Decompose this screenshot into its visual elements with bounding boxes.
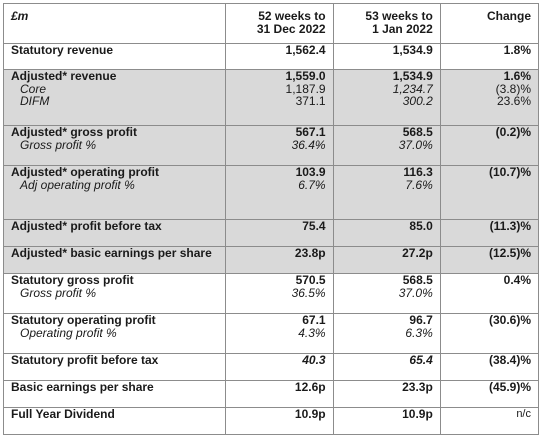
- table-row: Statutory operating profit Operating pro…: [2, 313, 540, 354]
- table-row: Adjusted* profit before tax 75.4 85.0 (1…: [2, 219, 540, 247]
- table-row: Adjusted* operating profit Adj operating…: [2, 165, 540, 220]
- table-row: Statutory revenue 1,562.4 1,534.9 1.8%: [2, 43, 540, 70]
- table-row: Basic earnings per share 12.6p 23.3p (45…: [2, 380, 540, 408]
- prior-period-header: 53 weeks to 1 Jan 2022: [332, 3, 441, 44]
- table-row: Statutory profit before tax 40.3 65.4 (3…: [2, 353, 540, 381]
- unit-header: £m: [2, 3, 227, 44]
- table-row: Adjusted* revenue Core DIFM 1,559.0 1,18…: [2, 69, 540, 126]
- change-header: Change: [439, 3, 540, 44]
- table-row: Statutory gross profit Gross profit % 57…: [2, 273, 540, 314]
- table-row: Full Year Dividend 10.9p 10.9p n/c: [2, 407, 540, 435]
- current-period-header: 52 weeks to 31 Dec 2022: [225, 3, 334, 44]
- header-row: £m 52 weeks to 31 Dec 2022 53 weeks to 1…: [2, 3, 540, 44]
- financial-summary-table: £m 52 weeks to 31 Dec 2022 53 weeks to 1…: [2, 3, 540, 435]
- table-row: Adjusted* gross profit Gross profit % 56…: [2, 125, 540, 166]
- table-row: Adjusted* basic earnings per share 23.8p…: [2, 246, 540, 274]
